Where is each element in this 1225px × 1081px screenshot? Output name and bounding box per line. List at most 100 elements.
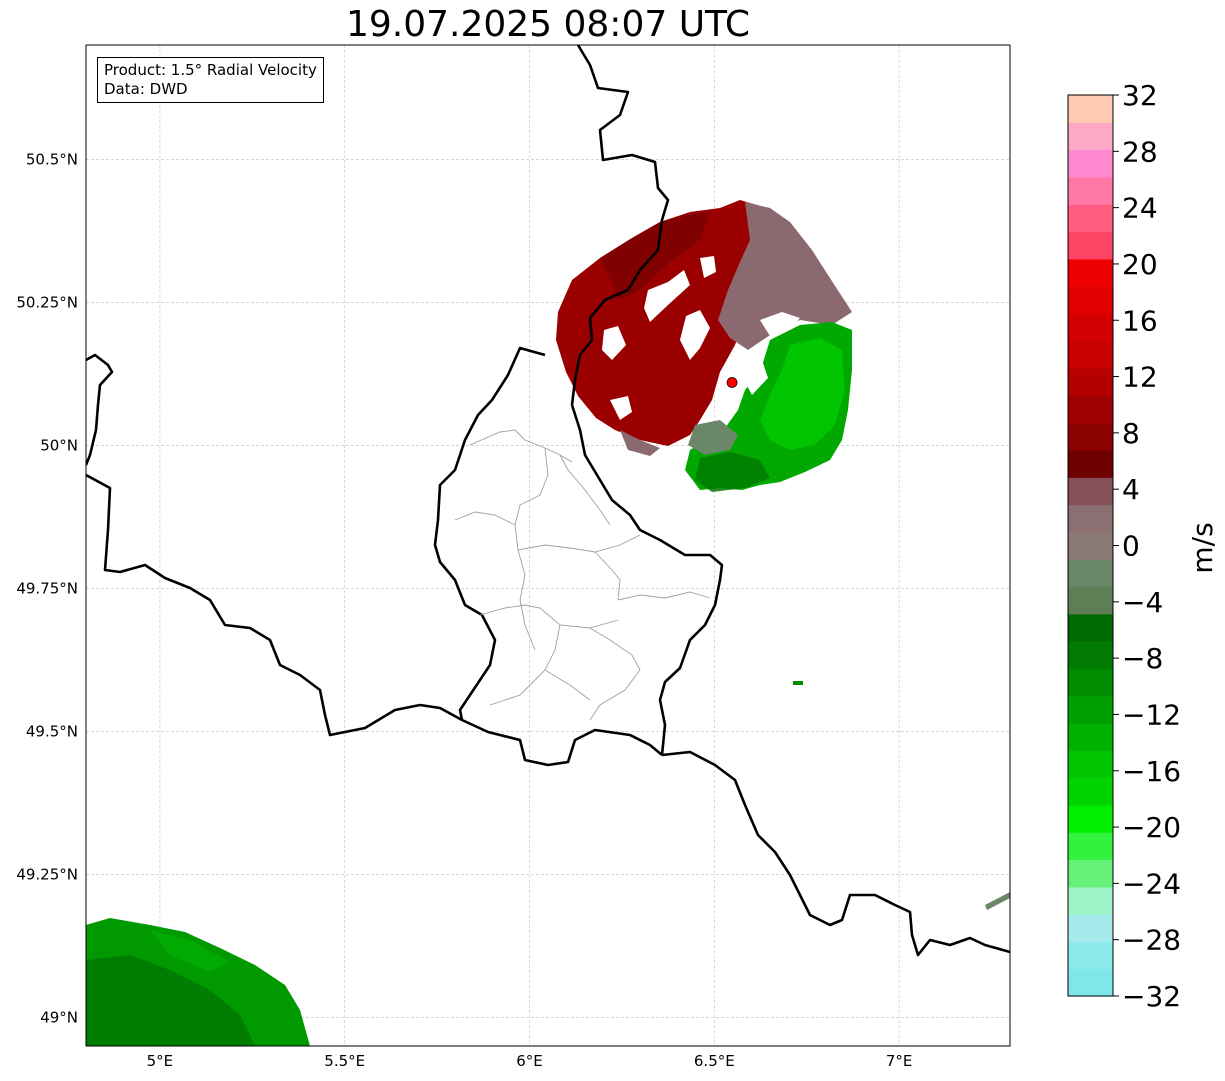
colorbar-swatch: [1068, 340, 1113, 369]
colorbar-swatch: [1068, 422, 1113, 451]
colorbar-tick-label: 12: [1122, 361, 1158, 394]
border-france-belgium: [86, 473, 463, 737]
colorbar-swatch: [1068, 941, 1113, 970]
border-france-germany: [661, 750, 1010, 957]
lon-tick-label: 6.5°E: [694, 1052, 735, 1070]
radar-site-marker: [726, 377, 738, 388]
colorbar-swatch: [1068, 722, 1113, 751]
colorbar-swatch: [1068, 695, 1113, 724]
admin-boundaries: [454, 429, 711, 721]
colorbar-swatch: [1068, 750, 1113, 779]
colorbar-tick-label: 8: [1122, 417, 1140, 450]
colorbar-unit-label: m/s: [1186, 522, 1219, 573]
echo-speck: [793, 681, 803, 685]
echo-gap-5: [700, 256, 716, 278]
lat-tick-label: 50°N: [40, 436, 78, 454]
info-data-source: Data: DWD: [104, 80, 188, 98]
map-area: [86, 45, 1010, 1046]
colorbar-swatch: [1068, 122, 1113, 151]
radar-echoes-outbound: [556, 200, 852, 456]
colorbar-swatch: [1068, 668, 1113, 697]
echo-sw-dark: [86, 955, 255, 1046]
colorbar-swatch: [1068, 204, 1113, 233]
colorbar-swatch: [1068, 886, 1113, 915]
echo-gap-3: [680, 310, 710, 360]
colorbar-tick-label: −12: [1122, 698, 1181, 731]
colorbar-tick-label: 0: [1122, 530, 1140, 563]
colorbar-tick-label: −24: [1122, 867, 1181, 900]
lat-tick-label: 49.75°N: [16, 579, 78, 597]
colorbar-swatch: [1068, 368, 1113, 396]
echo-green-bright: [760, 338, 845, 450]
echo-edge-east: [985, 892, 1010, 910]
echo-red-dark: [600, 212, 710, 300]
info-product: Product: 1.5° Radial Velocity: [104, 61, 317, 79]
gridlines: [86, 45, 1010, 1046]
border-belgium-germany: [570, 45, 670, 406]
map-frame: [85, 44, 1011, 1047]
border-west-north: [86, 353, 114, 466]
echo-sw-stripe: [150, 930, 230, 972]
colorbar-swatch: [1068, 95, 1113, 123]
colorbar-swatch: [1068, 832, 1113, 861]
lat-tick-label: 50.5°N: [26, 150, 78, 168]
colorbar-swatch: [1068, 231, 1113, 260]
echo-gray-band-lower: [620, 430, 660, 456]
lon-tick-label: 7°E: [886, 1052, 913, 1070]
lon-tick-label: 6°E: [516, 1052, 543, 1070]
colorbar-swatch: [1068, 859, 1113, 888]
longitude-tick-labels: 5°E 5.5°E 6°E 6.5°E 7°E: [147, 1052, 913, 1070]
colorbar-ticks: 32 28 24 20 16 12 8 4 0 −4 −8 −12 −16 −20 −24 −28 −32: [1113, 79, 1181, 1013]
lon-tick-label: 5°E: [147, 1052, 174, 1070]
colorbar-swatch: [1068, 258, 1113, 287]
echo-gap-2: [602, 326, 626, 360]
colorbar-swatch: [1068, 149, 1113, 178]
colorbar-tick-label: −4: [1122, 586, 1163, 619]
colorbar-tick-label: 24: [1122, 192, 1158, 225]
colorbar-swatch: [1068, 286, 1113, 315]
colorbar-swatches: [1068, 95, 1113, 997]
colorbar-swatch: [1068, 395, 1113, 424]
colorbar-swatch: [1068, 804, 1113, 833]
echo-gap-7: [744, 360, 768, 395]
colorbar-tick-label: −16: [1122, 755, 1181, 788]
country-borders: [86, 45, 1010, 957]
colorbar-swatch: [1068, 176, 1113, 205]
latitude-tick-labels: 50.5°N 50.25°N 50°N 49.75°N 49.5°N 49.25°N 49°…: [16, 150, 78, 1026]
colorbar-tick-label: −32: [1122, 980, 1181, 1013]
colorbar-swatch: [1068, 613, 1113, 642]
colorbar-swatch: [1068, 968, 1113, 997]
colorbar-swatch: [1068, 449, 1113, 478]
colorbar-tick-label: 16: [1122, 304, 1158, 337]
colorbar-swatch: [1068, 504, 1113, 533]
colorbar-swatch: [1068, 313, 1113, 342]
info-box: Product: 1.5° Radial Velocity Data: DWD: [97, 57, 324, 103]
echo-gray-green: [688, 420, 738, 455]
colorbar-swatch: [1068, 914, 1113, 942]
colorbar-tick-label: 4: [1122, 473, 1140, 506]
colorbar-tick-label: −8: [1122, 642, 1163, 675]
colorbar-tick-label: 28: [1122, 135, 1158, 168]
echo-gray-band: [718, 202, 852, 350]
lon-tick-label: 5.5°E: [324, 1052, 365, 1070]
colorbar-swatch: [1068, 641, 1113, 669]
echo-gap-4: [610, 396, 632, 420]
colorbar-tick-label: 20: [1122, 248, 1158, 281]
colorbar-swatch: [1068, 477, 1113, 506]
map-title: 19.07.2025 08:07 UTC: [345, 4, 751, 45]
colorbar-swatch: [1068, 777, 1113, 806]
lat-tick-label: 49°N: [40, 1008, 78, 1026]
lat-tick-label: 49.25°N: [16, 865, 78, 883]
colorbar-tick-label: −28: [1122, 924, 1181, 957]
colorbar-swatch: [1068, 586, 1113, 615]
echo-green-dark: [695, 452, 770, 492]
border-luxembourg-germany: [570, 404, 724, 756]
colorbar: 32 28 24 20 16 12 8 4 0 −4 −8 −12 −16 −20 −24 −28 −32 m/…: [1067, 79, 1219, 1013]
border-luxembourg: [433, 346, 663, 767]
radar-echoes-southwest: [86, 918, 310, 1046]
radar-echoes-inbound: [685, 322, 1010, 910]
colorbar-tick-label: 32: [1122, 79, 1158, 112]
echo-gap-1: [644, 270, 690, 322]
lat-tick-label: 50.25°N: [16, 293, 78, 311]
